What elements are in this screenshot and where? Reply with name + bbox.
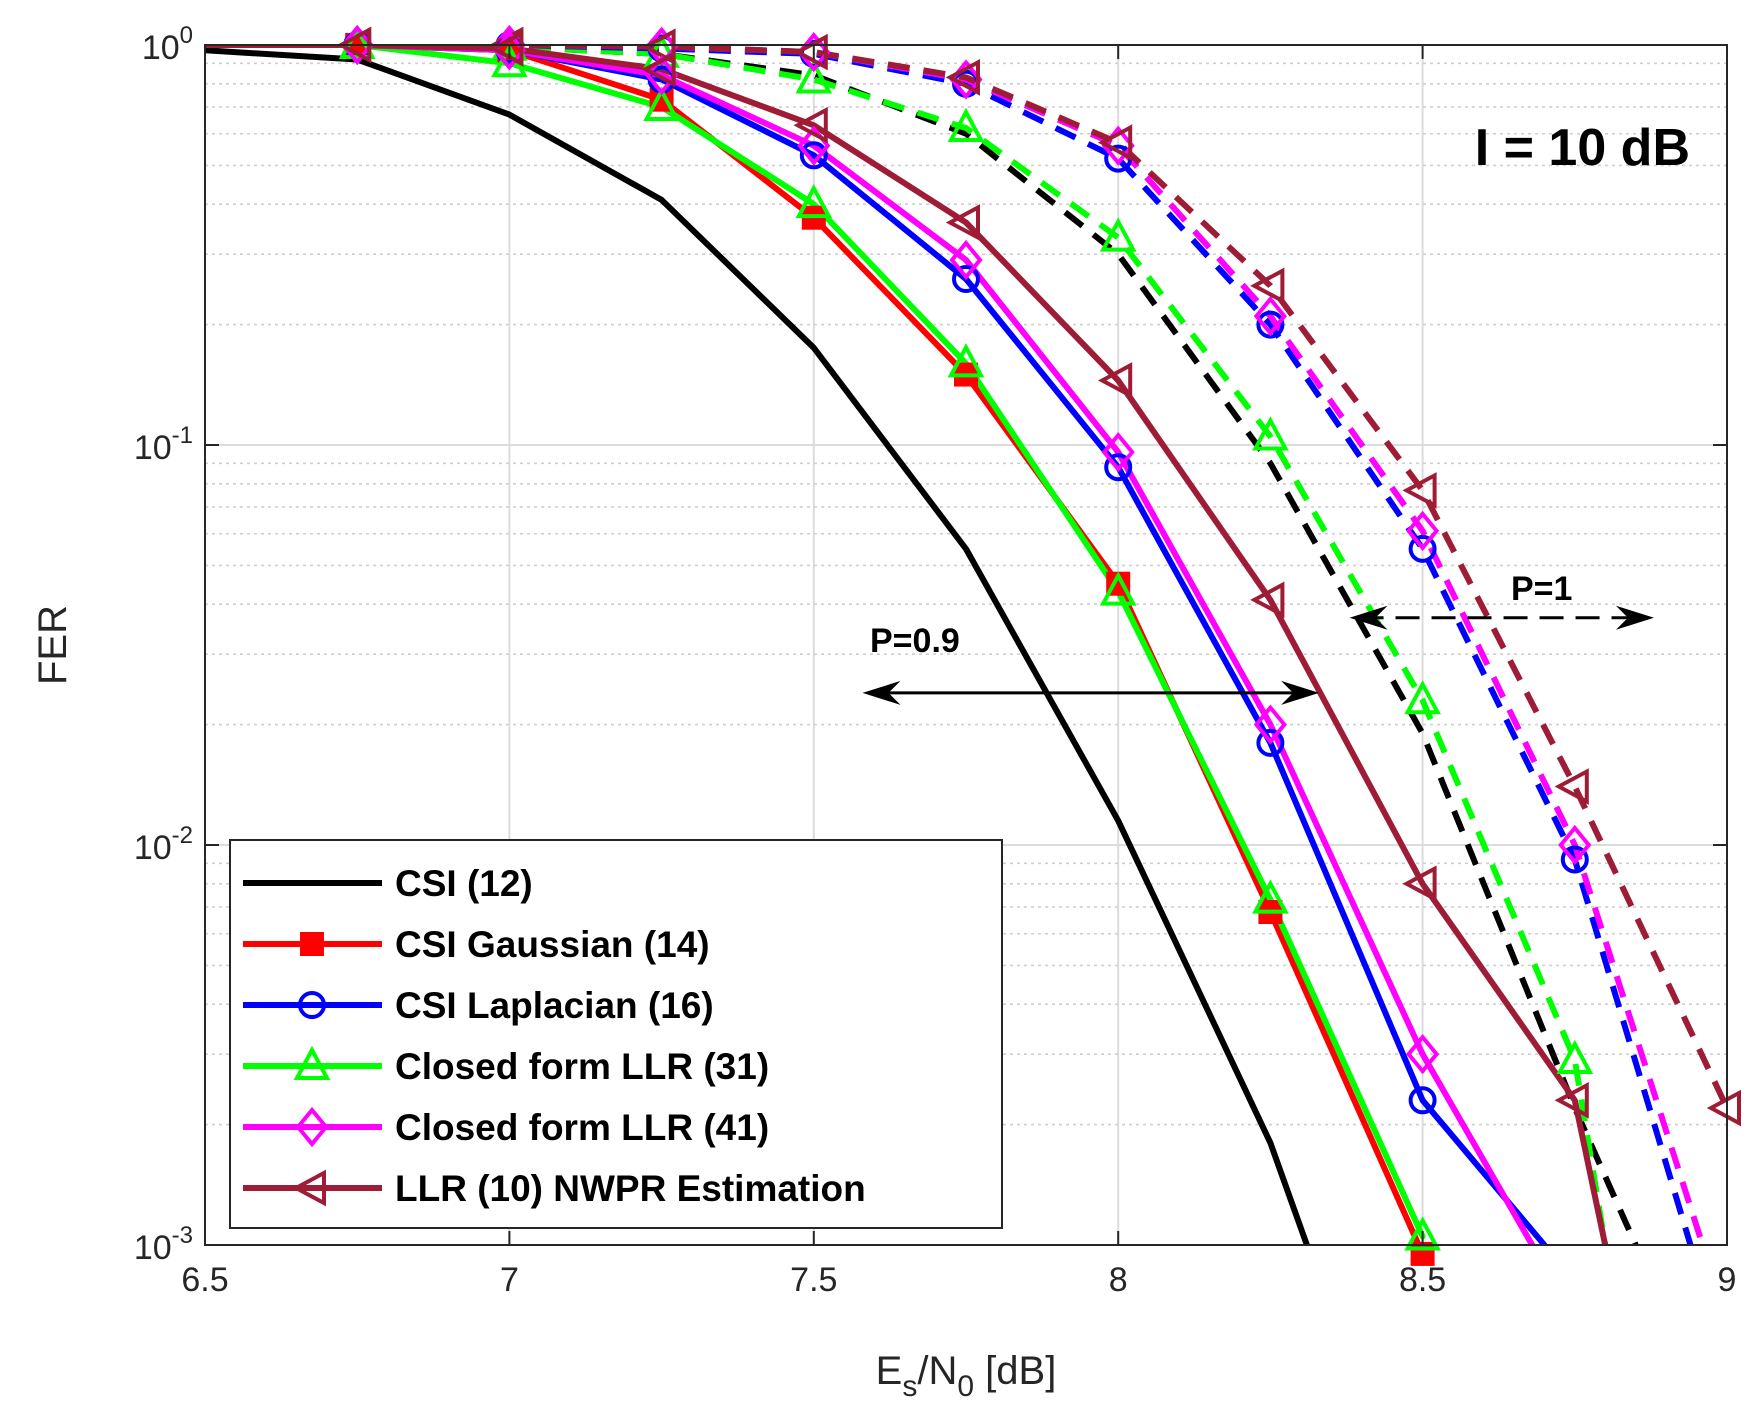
data-point-csi-laplacian-16	[799, 141, 828, 170]
interference-annotation: I = 10 dB	[1475, 119, 1690, 177]
data-point-llr-10-nwpr-estimation	[1250, 581, 1285, 619]
data-point-closed-form-llr-41	[949, 239, 983, 281]
legend-marker-llr-10-nwpr-estimation	[291, 1169, 326, 1207]
data-point-llr-10-nwpr-estimation-p-1	[1706, 1089, 1741, 1127]
p09-arrow-head-right	[1281, 680, 1320, 705]
data-point-llr-10-nwpr-estimation	[1554, 1081, 1589, 1119]
legend-label-closed-form-llr-31: Closed form LLR (31)	[395, 1046, 769, 1087]
x-tick-label: 6.5	[181, 1261, 228, 1299]
data-point-csi-laplacian-16	[1256, 728, 1285, 757]
data-point-closed-form-llr-41-p-1	[1253, 295, 1287, 337]
data-point-closed-form-llr-41-p-1	[1406, 510, 1440, 552]
data-point-closed-form-llr-31	[947, 343, 985, 378]
p1-arrow-head-left	[1349, 605, 1388, 630]
y-tick-label: 100	[142, 22, 193, 67]
y-axis-label: FER	[31, 605, 75, 685]
x-tick-label: 8.5	[1399, 1261, 1446, 1299]
data-point-llr-10-nwpr-estimation-p-1	[945, 59, 980, 96]
data-point-closed-form-llr-31	[1252, 879, 1289, 914]
arrows	[862, 605, 1654, 705]
y-tick-label: 10-2	[134, 822, 193, 867]
x-tick-label: 7	[500, 1261, 519, 1299]
data-point-csi-laplacian-16	[952, 265, 980, 294]
p09-annotation: P=0.9	[870, 622, 960, 660]
data-point-closed-form-llr-31-p-1	[795, 59, 833, 94]
data-point-llr-10-nwpr-estimation	[1402, 865, 1437, 903]
plot-frame	[204, 44, 1728, 1246]
legend-marker-csi-gaussian-14	[300, 932, 324, 956]
legend-label-llr-10-nwpr-estimation: LLR (10) NWPR Estimation	[395, 1168, 866, 1209]
data-point-closed-form-llr-31-p-1	[947, 107, 985, 143]
data-point-closed-form-llr-31-p-1	[1404, 680, 1441, 715]
data-point-closed-form-llr-31	[338, 24, 376, 59]
series-line-closed-form-llr-31	[205, 45, 1426, 1240]
data-point-llr-10-nwpr-estimation-p-1	[1097, 124, 1133, 161]
data-point-closed-form-llr-31	[643, 86, 680, 121]
series-line-llr-10-nwpr-estimation	[205, 45, 1609, 1245]
data-point-llr-10-nwpr-estimation	[945, 204, 980, 241]
data-point-closed-form-llr-31-p-1	[1099, 217, 1137, 252]
data-point-closed-form-llr-31	[1099, 571, 1137, 606]
series-line-llr-10-nwpr-estimation-p-1	[205, 45, 1727, 1110]
legend-label-csi-gaussian-14: CSI Gaussian (14)	[395, 924, 710, 965]
data-point-llr-10-nwpr-estimation-p-1	[641, 28, 676, 66]
data-point-csi-laplacian-16-p-1	[1560, 845, 1589, 874]
y-tick-label: 10-3	[134, 1222, 193, 1267]
data-point-llr-10-nwpr-estimation	[641, 50, 676, 88]
data-point-closed-form-llr-31	[795, 183, 833, 219]
legend-entries: CSI (12) CSI Gaussian (14) CSI Laplacian (…	[243, 863, 866, 1209]
p1-arrow-head-right	[1615, 605, 1654, 630]
data-point-llr-10-nwpr-estimation-p-1	[1554, 768, 1589, 805]
ticks: 6.5 7 7.5 8 8.5 9 100 10-1 10-2 10-3	[134, 22, 1737, 1299]
legend-marker-closed-form-llr-41	[295, 1106, 329, 1148]
legend-label-csi-laplacian-16: CSI Laplacian (16)	[395, 985, 714, 1026]
x-axis-label: Es/N0 [dB]	[876, 1349, 1057, 1403]
data-point-closed-form-llr-31-p-1	[1556, 1039, 1594, 1075]
data-point-closed-form-llr-41	[1253, 704, 1287, 745]
data-point-csi-laplacian-16	[1408, 1086, 1437, 1115]
legend: CSI (12) CSI Gaussian (14) CSI Laplacian (…	[229, 839, 1003, 1229]
data-point-llr-10-nwpr-estimation	[1097, 362, 1133, 399]
data-point-csi-laplacian-16	[1104, 453, 1133, 482]
data-point-closed-form-llr-41	[1101, 431, 1135, 473]
p1-annotation: P=1	[1511, 570, 1572, 608]
legend-marker-csi-laplacian-16	[298, 991, 326, 1019]
data-point-closed-form-llr-31-p-1	[1252, 416, 1289, 451]
data-point-llr-10-nwpr-estimation-p-1	[1402, 472, 1437, 509]
x-tick-label: 8	[1109, 1261, 1128, 1299]
data-point-closed-form-llr-41	[1406, 1034, 1440, 1075]
data-point-llr-10-nwpr-estimation	[793, 106, 828, 144]
data-point-llr-10-nwpr-estimation	[489, 30, 524, 67]
data-point-closed-form-llr-41-p-1	[1558, 824, 1592, 866]
x-tick-label: 7.5	[790, 1261, 837, 1299]
data-point-closed-form-llr-41	[645, 55, 679, 96]
series-line-csi-12	[205, 47, 1310, 1245]
legend-label-csi-12: CSI (12)	[395, 863, 533, 904]
data-point-csi-laplacian-16-p-1	[1256, 310, 1285, 339]
data-point-closed-form-llr-31	[1404, 1216, 1441, 1251]
data-point-csi-laplacian-16-p-1	[1408, 534, 1437, 563]
x-tick-label: 9	[1718, 1261, 1737, 1299]
legend-label-closed-form-llr-41: Closed form LLR (41)	[395, 1107, 769, 1148]
legend-marker-closed-form-llr-31	[293, 1045, 331, 1080]
p09-arrow-head-left	[862, 680, 901, 705]
legend-box	[229, 839, 1003, 1229]
y-tick-label: 10-1	[134, 422, 193, 467]
data-point-llr-10-nwpr-estimation-p-1	[1250, 267, 1285, 305]
